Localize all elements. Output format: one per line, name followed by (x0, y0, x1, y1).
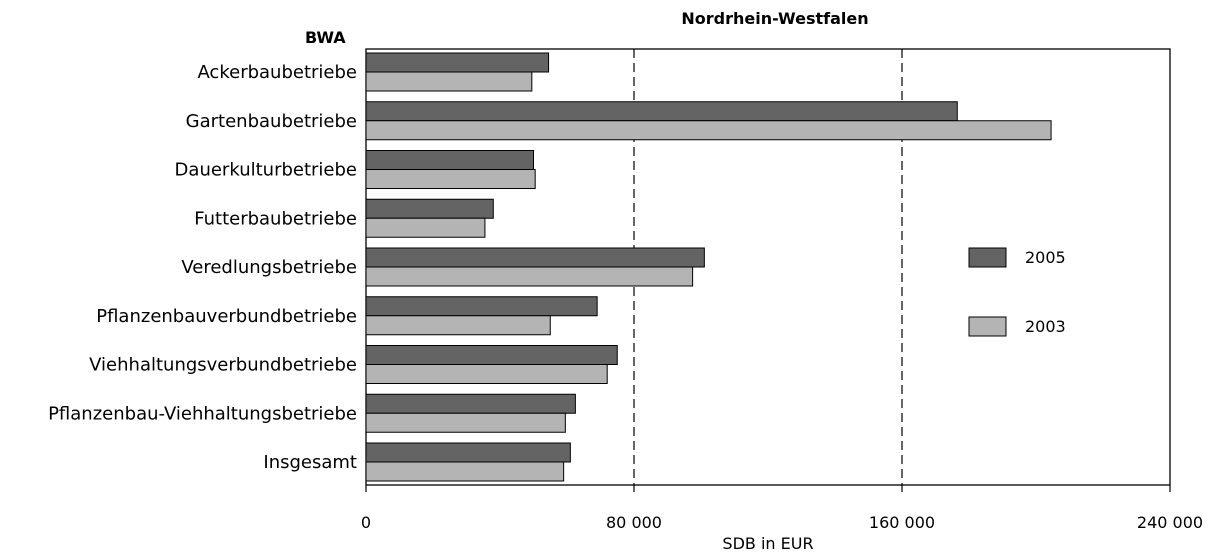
bar-2005-4 (365, 247, 705, 268)
category-label-0: Ackerbaubetriebe (197, 62, 357, 83)
category-label-1: Gartenbaubetriebe (186, 111, 357, 132)
legend-swatch-2005 (968, 247, 1007, 268)
legend: 2005 2003 (968, 247, 1066, 337)
bar-2005-1 (365, 101, 958, 122)
category-label-6: Viehhaltungsverbundbetriebe (89, 355, 357, 376)
category-label-3: Futterbaubetriebe (194, 208, 357, 229)
legend-swatch-2003 (968, 316, 1007, 337)
bar-2003-5 (365, 315, 551, 336)
category-label-4: Veredlungsbetriebe (181, 257, 357, 278)
x-tick-label-0: 0 (361, 513, 371, 532)
bar-2003-1 (365, 120, 1052, 141)
category-label-5: Pflanzenbauverbundbetriebe (96, 306, 357, 327)
x-tick-label-3: 240 000 (1137, 513, 1203, 532)
category-label-2: Dauerkulturbetriebe (175, 160, 357, 181)
bar-2005-0 (365, 52, 550, 73)
category-axis-label: BWA (305, 28, 346, 47)
bar-2005-6 (365, 345, 618, 365)
x-tick-label-1: 80 000 (606, 513, 662, 532)
bar-2003-4 (365, 266, 694, 287)
category-label-7: Pflanzenbau-Viehhaltungsbetriebe (48, 403, 357, 424)
x-tick-label-2: 160 000 (869, 513, 935, 532)
bars (365, 52, 1052, 482)
bar-2005-5 (365, 296, 598, 317)
bar-2005-3 (365, 198, 494, 219)
bar-2003-0 (365, 71, 533, 92)
category-labels: Ackerbaubetriebe Gartenbaubetriebe Dauerku… (48, 62, 357, 473)
bar-2005-7 (365, 393, 576, 414)
x-ticks: 0 80 000 160 000 240 000 (361, 485, 1203, 532)
bar-2003-7 (365, 412, 566, 433)
x-axis-label: SDB in EUR (722, 534, 813, 553)
category-label-8: Insgesamt (263, 452, 357, 473)
bar-2005-8 (365, 442, 571, 463)
bar-2003-2 (365, 169, 536, 189)
bar-2003-8 (365, 461, 565, 482)
chart-title: Nordrhein-Westfalen (681, 9, 868, 28)
legend-label-2003: 2003 (1025, 317, 1066, 336)
bar-2005-2 (365, 150, 534, 170)
bar-2003-3 (365, 217, 486, 238)
bar-2003-6 (365, 364, 608, 384)
legend-label-2005: 2005 (1025, 248, 1066, 267)
